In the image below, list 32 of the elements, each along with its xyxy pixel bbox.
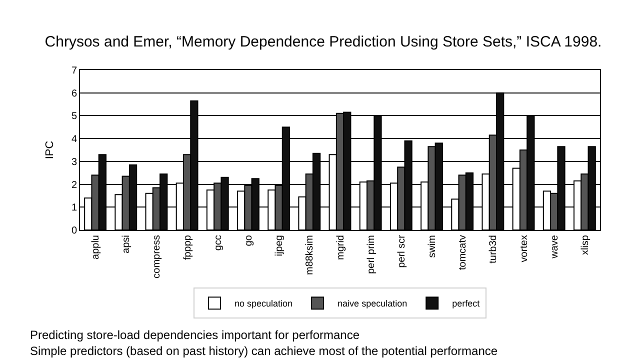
y-tick-label: 0 [71, 226, 78, 236]
x-tick-label: ijpeg [274, 235, 286, 256]
x-tick-label: tomcatv [458, 235, 469, 270]
x-tick-label: mgrid [335, 235, 346, 260]
x-tick-label: fpppp [182, 234, 194, 260]
text: Predicting store-load dependencies important for performance [30, 328, 360, 342]
y-tick-label: 3 [71, 156, 78, 168]
x-tick-label: turb3d [488, 235, 500, 264]
x-tick-label: swim [427, 235, 438, 258]
y-tick-label: 5 [71, 111, 78, 122]
x-tick-label: go [243, 234, 254, 246]
x-tick-label: perl scr [396, 234, 408, 268]
y-tick-label: 1 [71, 202, 78, 214]
chart-title: Chrysos and Emer, “Memory Dependence Prediction Using Store Sets,” ISCA 1998. [44, 34, 602, 50]
x-tick-label: gcc [212, 235, 224, 251]
x-tick-label: applu [90, 235, 102, 260]
x-tick-label: xlisp [580, 234, 591, 256]
y-tick-label: 4 [71, 134, 78, 146]
x-tick-label: perl prim [366, 235, 377, 274]
x-tick-label: m88ksim [304, 235, 316, 276]
x-tick-label: compress [152, 235, 163, 278]
y-axis-title: IPC [44, 140, 56, 160]
x-tick-label: wave [549, 234, 560, 260]
x-tick-label: apsi [121, 235, 132, 254]
x-tick-label: vortex [518, 235, 530, 262]
y-tick-label: 6 [71, 88, 78, 100]
legend-label: no speculation [234, 298, 293, 309]
y-tick-label: 2 [71, 180, 78, 191]
y-tick-label: 7 [71, 66, 78, 76]
legend-label: naive speculation [338, 298, 408, 309]
text: Simple predictors (based on past history) can achieve most of the potential performance [30, 344, 498, 358]
legend-label: perfect [452, 298, 480, 309]
